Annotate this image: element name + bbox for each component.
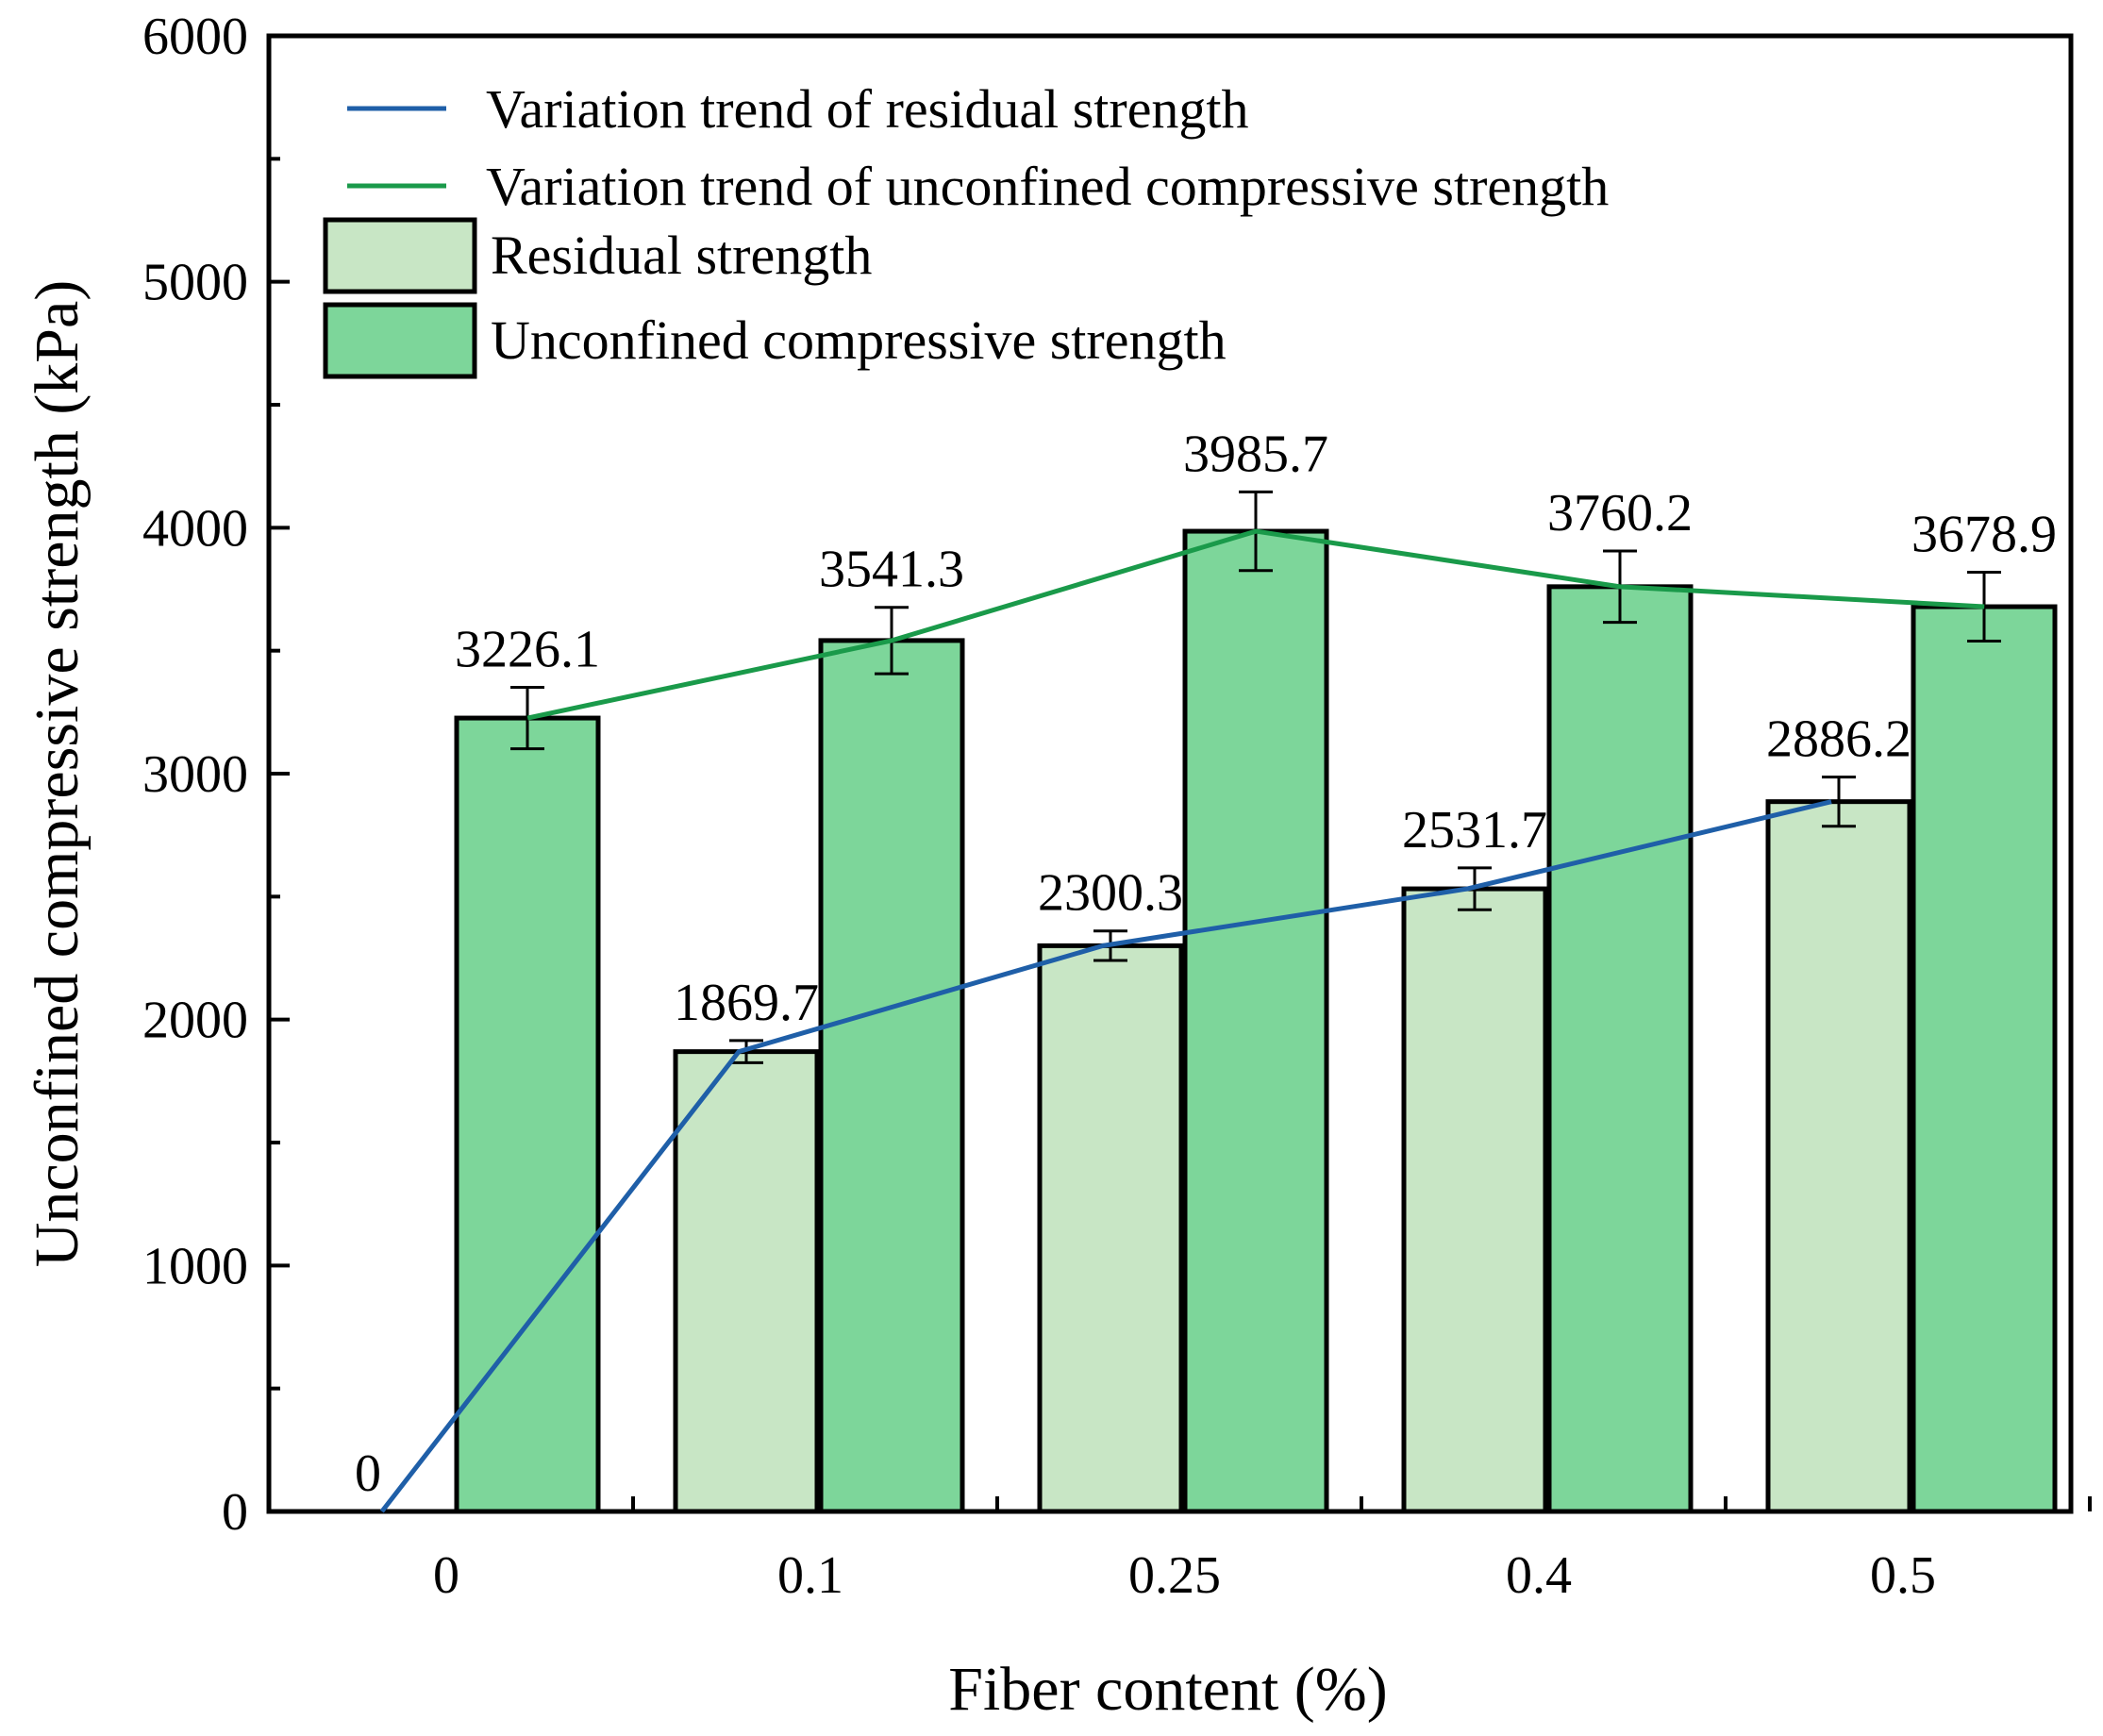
y-tick-label: 5000 xyxy=(142,254,248,312)
legend-label-residual: Residual strength xyxy=(491,225,872,286)
data-label-residual: 0 xyxy=(355,1444,381,1503)
legend-swatch-residual xyxy=(323,217,477,294)
legend-label-residual-trend: Variation trend of residual strength xyxy=(486,78,1249,140)
x-tick-label: 0.4 xyxy=(1506,1546,1572,1605)
data-label-residual: 2886.2 xyxy=(1766,710,1911,769)
data-label-ucs: 3226.1 xyxy=(455,620,600,678)
data-label-ucs: 3541.3 xyxy=(819,541,964,599)
bar-residual xyxy=(1401,886,1548,1514)
bar-residual xyxy=(673,1049,820,1514)
bar-ucs xyxy=(1911,604,2058,1514)
bar-residual xyxy=(1037,943,1184,1514)
x-tick-label: 0.25 xyxy=(1128,1546,1221,1605)
data-label-residual: 1869.7 xyxy=(674,974,819,1032)
x-tick-label: 0.5 xyxy=(1870,1546,1936,1605)
data-label-residual: 2300.3 xyxy=(1038,864,1183,923)
y-tick-label: 4000 xyxy=(142,499,248,558)
data-labels: 0 1869.7 2300.3 2531.7 2886.2 3226.1 3541.3 398… xyxy=(355,425,2057,1503)
legend-label-ucs-trend: Variation trend of unconfined compressiv… xyxy=(486,156,1609,217)
legend: Variation trend of residual strength Vari… xyxy=(323,78,1609,379)
y-axis-title: Unconfined compressive strength (kPa) xyxy=(23,280,92,1268)
x-axis-title: Fiber content (%) xyxy=(948,1655,1388,1724)
bar-residual xyxy=(1765,799,1912,1514)
legend-label-ucs: Unconfined compressive strength xyxy=(491,309,1227,371)
bars xyxy=(454,528,2058,1514)
bar-ucs xyxy=(818,638,965,1514)
x-tick-label: 0 xyxy=(433,1546,459,1605)
bar-ucs xyxy=(1546,584,1694,1514)
x-tick-label: 0.1 xyxy=(777,1546,843,1605)
y-tick-label: 0 xyxy=(222,1483,248,1542)
data-label-ucs: 3985.7 xyxy=(1183,425,1328,483)
legend-swatch-ucs xyxy=(323,302,477,379)
y-tick-label: 1000 xyxy=(142,1237,248,1295)
y-tick-label: 3000 xyxy=(142,745,248,804)
trend-lines xyxy=(379,528,1985,1513)
data-label-ucs: 3760.2 xyxy=(1547,484,1693,542)
data-label-ucs: 3678.9 xyxy=(1911,506,2057,564)
residual-trend-line xyxy=(379,799,1832,1513)
y-tick-label: 6000 xyxy=(142,8,248,66)
ucs-trend-line xyxy=(526,528,1985,721)
y-tick-label: 2000 xyxy=(142,992,248,1050)
data-label-residual: 2531.7 xyxy=(1402,801,1547,860)
bar-ucs xyxy=(1182,528,1329,1514)
bar-ucs xyxy=(454,715,601,1514)
